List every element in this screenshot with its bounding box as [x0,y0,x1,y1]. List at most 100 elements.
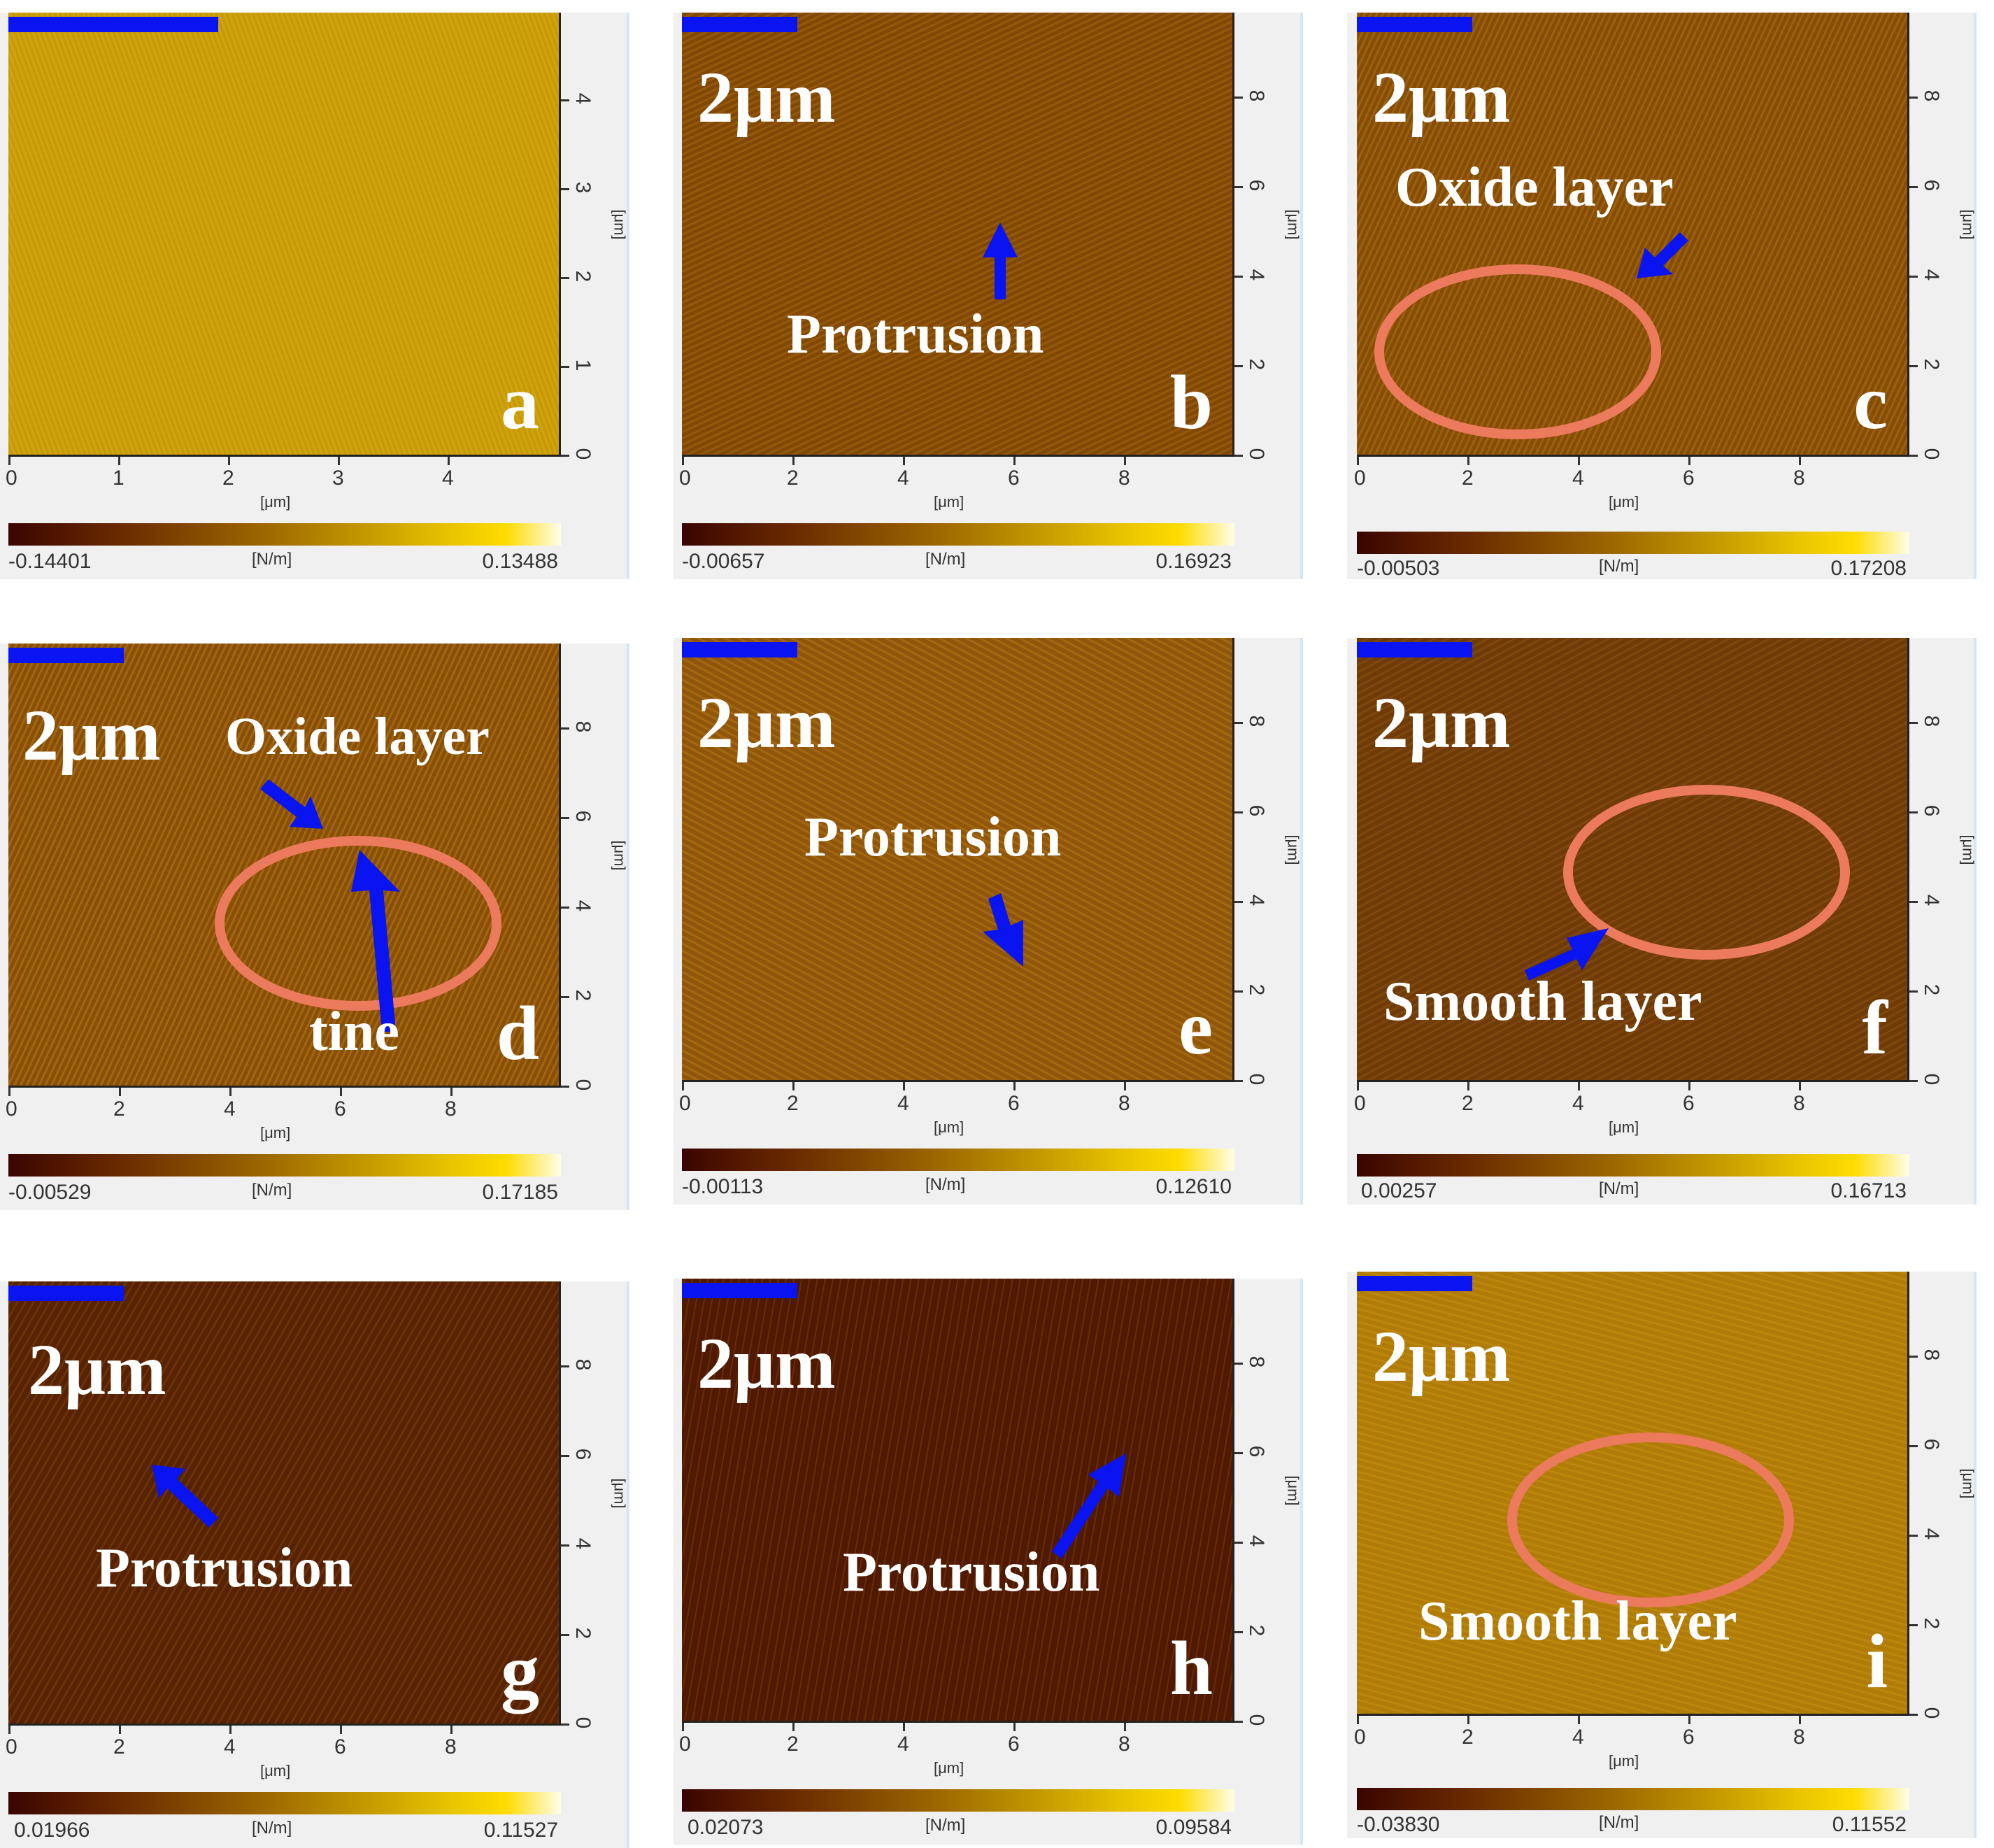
panel-a: a 0 1 2 3 4 [μm] 0 1 2 3 4 [μm] -0.14401… [0,13,629,579]
panel-letter: i [1866,1619,1888,1704]
colorbar-min: -0.00503 [1357,557,1440,580]
x-axis: 0 2 4 6 8 [μm] [679,1082,1234,1138]
arrow-icon [1525,928,1609,981]
scale-bar [8,1286,124,1301]
colorbar-max: 0.16713 [1830,1179,1907,1202]
afm-image-i: 2μm Smooth layer i [1357,1272,1909,1716]
y-axis-unit: [μm] [1959,209,1977,240]
afm-image-h: 2μm Protrusion h [682,1279,1234,1723]
y-axis-unit: [μm] [611,840,629,871]
y-axis-unit: [μm] [1284,209,1302,240]
scale-label: 2μm [1372,683,1511,763]
panel-letter: b [1169,360,1213,445]
scale-label: 2μm [28,1330,166,1410]
colorbar-unit: [N/m] [252,550,292,569]
panel-f: 2μm Smooth layer f 0 2 4 6 8 [μm] 0 2 4 … [1347,638,1977,1204]
scale-bar [8,17,218,32]
afm-image-d: 2μm Oxide layer tine d [8,644,561,1088]
panel-i: 2μm Smooth layer i 0 2 4 6 8 [μm] 0 2 4 … [1347,1272,1977,1838]
x-axis: 0 2 4 6 8 [μm] [1354,1716,1909,1772]
scale-label: 2μm [697,683,836,763]
x-axis-unit: [μm] [260,493,291,511]
annotation-oxide-layer: Oxide layer [1395,157,1674,218]
afm-image-b: 2μm Protrusion b [682,13,1234,457]
afm-image-e: 2μm Protrusion e [682,638,1234,1082]
x-axis: 0 2 4 6 8 [μm] [1354,1082,1909,1138]
colorbar-unit: [N/m] [1599,1813,1639,1832]
colorbar-unit: [N/m] [925,550,966,569]
y-axis: 0 2 4 6 8 [μm] [561,644,629,1090]
colorbar [682,523,1234,546]
afm-image-a: a [8,13,561,457]
afm-image-f: 2μm Smooth layer f [1357,638,1909,1082]
colorbar-max: 0.16923 [1155,550,1232,573]
x-axis-unit: [μm] [1609,493,1639,511]
colorbar-min: -0.00113 [682,1175,764,1198]
panel-letter: g [501,1628,539,1714]
colorbar-max: 0.11527 [483,1819,558,1842]
annotation-smooth-layer: Smooth layer [1383,971,1702,1032]
colorbar-max: 0.11552 [1832,1813,1907,1836]
panel-letter: c [1853,360,1888,445]
x-axis-unit: [μm] [934,1759,964,1777]
colorbar-max: 0.09584 [1155,1816,1232,1839]
colorbar-unit: [N/m] [252,1181,292,1200]
y-axis-unit: [μm] [611,209,629,240]
arrow-icon [351,850,400,1032]
arrow-icon [1052,1453,1126,1558]
panel-letter: d [496,990,539,1076]
scale-label: 2μm [1372,1316,1511,1397]
x-axis: 0 2 4 6 8 [μm] [1354,457,1909,513]
y-axis-unit: [μm] [1284,834,1302,865]
scale-label: 2μm [1372,57,1511,138]
panel-b: 2μm Protrusion b 0 2 4 6 8 [μm] 0 2 4 6 … [674,13,1303,579]
x-axis-unit: [μm] [934,1118,964,1136]
panel-letter: h [1169,1626,1213,1711]
y-axis: 0 2 4 6 8 [μm] [1234,638,1302,1085]
scale-bar [1357,642,1472,658]
y-axis: 0 2 4 6 8 [μm] [1234,1279,1302,1726]
colorbar [8,523,561,546]
scale-label: 2μm [697,57,836,138]
arrow-icon [983,893,1023,967]
y-axis-unit: [μm] [611,1478,629,1509]
scale-bar [682,642,797,658]
y-axis-unit: [μm] [1959,1468,1977,1499]
x-axis-unit: [μm] [260,1124,291,1142]
y-axis: 0 2 4 6 8 [μm] [1909,1272,1977,1719]
scale-bar [1357,1276,1472,1291]
colorbar [8,1792,561,1814]
colorbar-min: -0.00529 [8,1181,92,1204]
colorbar-unit: [N/m] [252,1819,292,1838]
y-axis: 0 2 4 6 8 [μm] [1234,13,1302,460]
x-axis-unit: [μm] [1609,1752,1639,1770]
x-axis: 0 2 4 6 8 [μm] [679,1723,1234,1779]
arrow-icon [260,779,323,829]
colorbar-unit: [N/m] [925,1816,966,1835]
annotation-protrusion: Protrusion [804,806,1062,868]
highlight-ellipse [1374,264,1661,439]
panel-c: 2μm Oxide layer c 0 2 4 6 8 [μm] 0 2 4 6… [1347,13,1977,580]
afm-image-c: 2μm Oxide layer c [1357,13,1909,457]
panel-letter: f [1862,985,1888,1070]
annotation-oxide-layer: Oxide layer [225,707,490,766]
y-axis-unit: [μm] [1959,834,1977,865]
panel-d: 2μm Oxide layer tine d 0 2 4 6 8 [μm] 0 … [0,644,629,1210]
colorbar [1357,1788,1909,1810]
annotation-smooth-layer: Smooth layer [1418,1591,1737,1652]
colorbar-min: -0.03830 [1357,1813,1440,1836]
highlight-ellipse [1507,1433,1794,1607]
x-axis: 0 2 4 6 8 [μm] [6,1088,561,1144]
annotation-protrusion: Protrusion [787,304,1044,365]
colorbar-unit: [N/m] [1599,557,1639,576]
scale-bar [682,1283,797,1298]
colorbar [682,1789,1234,1812]
scale-bar [682,17,797,32]
arrow-icon [983,222,1018,299]
colorbar-max: 0.17208 [1830,557,1907,580]
scale-bar [8,648,124,663]
colorbar-min: -0.00657 [682,550,765,573]
arrow-icon [1637,232,1688,278]
colorbar-max: 0.17185 [482,1181,558,1204]
panel-e: 2μm Protrusion e 0 2 4 6 8 [μm] 0 2 4 6 … [674,638,1303,1204]
